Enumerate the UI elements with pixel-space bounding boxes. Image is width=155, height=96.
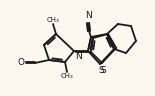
- Text: S: S: [100, 66, 106, 75]
- Text: S: S: [98, 66, 104, 75]
- Text: O: O: [18, 58, 25, 67]
- Text: N: N: [85, 11, 91, 20]
- Text: CH₃: CH₃: [47, 17, 59, 23]
- Text: N: N: [75, 52, 82, 61]
- Text: CH₃: CH₃: [61, 73, 73, 79]
